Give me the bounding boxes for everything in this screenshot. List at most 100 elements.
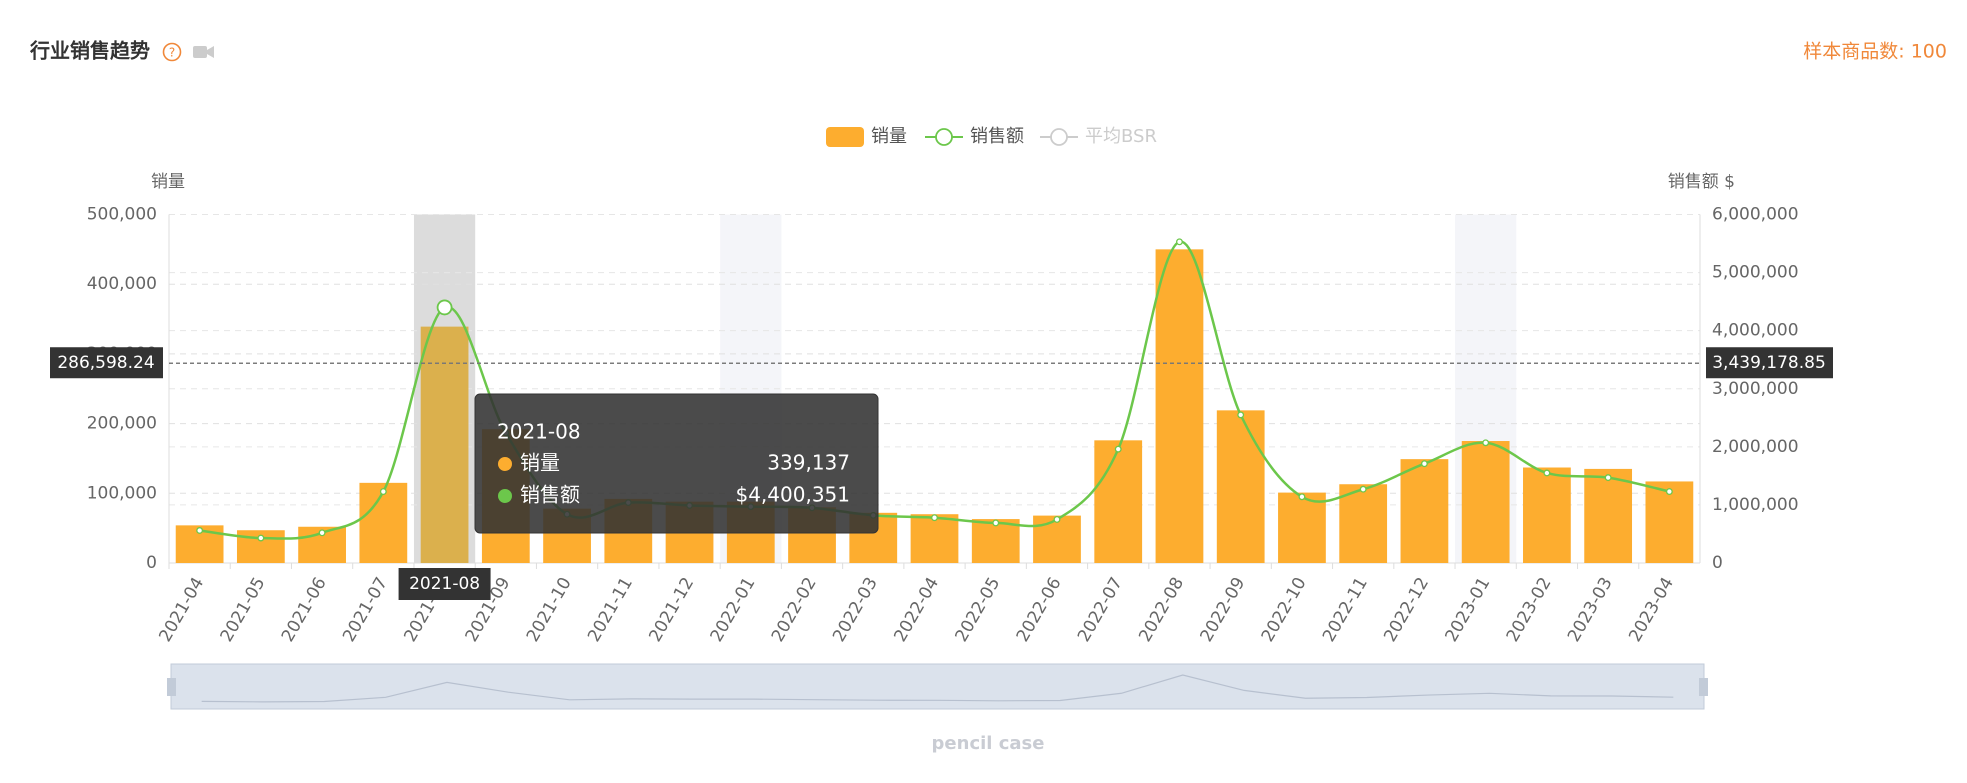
line-point (992, 519, 1000, 527)
line-point (196, 527, 204, 534)
x-tick-label: 2023-02 (1503, 574, 1556, 646)
x-tick-label: 2023-04 (1625, 574, 1678, 646)
tooltip-name: 销量 (520, 451, 560, 475)
x-tick-label: 2022-05 (952, 574, 1005, 646)
bar (1400, 459, 1449, 563)
tooltip-value: $4,400,351 (735, 483, 850, 507)
line-point (1298, 493, 1306, 501)
video-icon-lens (207, 46, 214, 58)
slider-label: pencil case (932, 733, 1045, 754)
average-label-box (50, 347, 163, 379)
bar (1216, 410, 1265, 563)
tooltip-name: 销售额 (520, 483, 580, 507)
y-tick-label: 100,000 (87, 483, 157, 503)
x-tick-label: 2021-07 (339, 574, 392, 646)
legend-label: 销售额 (970, 126, 1024, 147)
x-tick-label: 2022-06 (1013, 574, 1066, 646)
x-tick-label: 2022-04 (890, 574, 943, 646)
tooltip-dot (498, 489, 512, 503)
line-point (1482, 439, 1490, 447)
line-point (318, 529, 326, 537)
line-point (257, 534, 265, 542)
slider-shadow (201, 674, 1674, 703)
bar (1461, 441, 1510, 563)
tooltip-title: 2021-08 (497, 420, 581, 444)
bar (910, 514, 959, 563)
x-tick-label: 2021-06 (278, 574, 331, 646)
x-tick-label: 2022-10 (1258, 574, 1311, 646)
bar (420, 326, 469, 563)
y-tick-label: 0 (146, 553, 157, 573)
bar (1523, 467, 1571, 563)
line-point (931, 514, 938, 522)
help-icon[interactable] (162, 42, 182, 62)
x-tick-label: 2023-03 (1564, 574, 1617, 646)
y2-tick-label: 4,000,000 (1712, 321, 1799, 341)
y-axis-title: 销量 (151, 172, 185, 192)
line-point (436, 299, 453, 316)
tooltip (474, 393, 879, 534)
x-tick-label: 2022-08 (1135, 574, 1188, 646)
x-tick-label: 2021-05 (217, 574, 270, 646)
zoom-handle[interactable] (167, 678, 176, 696)
video-icon[interactable] (193, 46, 207, 58)
legend-label: 销量 (871, 126, 907, 147)
y2-tick-label: 5,000,000 (1712, 263, 1799, 283)
bar (1584, 468, 1633, 563)
bar (1094, 440, 1143, 563)
y2-tick-label: 0 (1712, 553, 1723, 573)
axis-pointer-label-box (398, 568, 491, 600)
line-point (1053, 515, 1061, 523)
line-point (1359, 485, 1367, 493)
line-point (1237, 411, 1245, 419)
x-tick-label: 2022-03 (829, 574, 882, 646)
line-point (1665, 488, 1673, 496)
legend-swatch-dot (1050, 128, 1068, 146)
x-tick-label: 2021-12 (645, 574, 698, 646)
tooltip-dot (498, 457, 512, 471)
y2-axis-title: 销售额 $ (1668, 172, 1735, 192)
zoom-handle[interactable] (1699, 678, 1708, 696)
line-point (1176, 238, 1183, 246)
help-icon-mark: ? (169, 46, 175, 60)
axis-pointer-label: 2021-08 (409, 574, 480, 594)
average-label: 286,598.24 (57, 353, 154, 373)
x-tick-label: 2022-11 (1319, 574, 1372, 646)
line-point (1543, 469, 1551, 477)
x-tick-label: 2023-01 (1441, 574, 1494, 646)
legend-swatch (826, 127, 864, 147)
bar (1339, 484, 1388, 563)
bar (971, 519, 1020, 563)
zoom-slider[interactable] (170, 663, 1705, 710)
bar (1645, 481, 1694, 563)
line-point (1420, 460, 1428, 468)
sample-count: 样本商品数: 100 (1803, 41, 1947, 63)
tooltip-value: 339,137 (767, 451, 850, 475)
line-point (1114, 445, 1122, 453)
y2-tick-label: 6,000,000 (1712, 205, 1799, 225)
line-point (379, 488, 387, 496)
y-tick-label: 400,000 (87, 274, 157, 294)
average-label-box (1706, 347, 1833, 379)
legend-swatch-dot (935, 128, 953, 146)
bar (1278, 492, 1326, 563)
x-tick-label: 2021-11 (584, 574, 637, 646)
x-tick-label: 2021-10 (523, 574, 576, 646)
bar (359, 482, 408, 563)
page-title: 行业销售趋势 (29, 39, 150, 63)
x-tick-label: 2022-01 (707, 574, 760, 646)
legend-label: 平均BSR (1085, 126, 1157, 147)
y-tick-label: 200,000 (87, 414, 157, 434)
average-label: 3,439,178.85 (1712, 353, 1826, 373)
x-tick-label: 2022-09 (1197, 574, 1250, 646)
x-tick-label: 2022-07 (1074, 574, 1127, 646)
x-tick-label: 2022-02 (768, 574, 821, 646)
y2-tick-label: 1,000,000 (1712, 495, 1799, 515)
y-tick-label: 500,000 (87, 205, 157, 225)
y2-tick-label: 2,000,000 (1712, 437, 1799, 457)
bar (1033, 515, 1081, 563)
y2-tick-label: 3,000,000 (1712, 379, 1799, 399)
bar (1155, 249, 1204, 563)
line-point (1604, 474, 1612, 482)
